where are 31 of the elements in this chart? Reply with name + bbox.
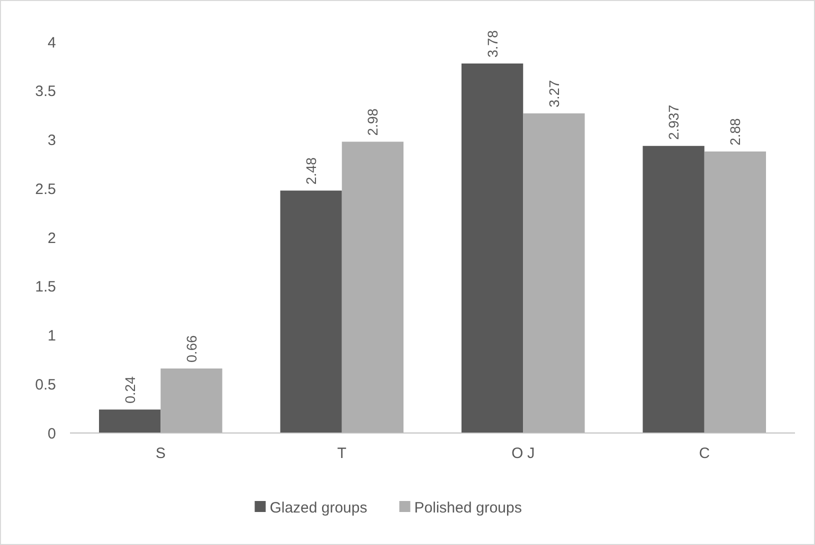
bar bbox=[642, 146, 704, 433]
y-tick-label: 2 bbox=[48, 230, 56, 247]
bar bbox=[462, 64, 524, 433]
data-label: 0.24 bbox=[122, 376, 138, 404]
y-tick-label: 0 bbox=[48, 425, 56, 442]
x-tick-label: C bbox=[698, 445, 710, 462]
data-label: 3.78 bbox=[484, 30, 500, 58]
y-tick-label: 1 bbox=[48, 328, 56, 344]
bar bbox=[280, 190, 342, 433]
data-label: 2.937 bbox=[666, 104, 682, 140]
y-tick-label: 0.5 bbox=[35, 376, 56, 394]
bar bbox=[523, 113, 585, 433]
data-label: 3.27 bbox=[546, 80, 562, 108]
bar bbox=[160, 368, 222, 433]
bar bbox=[704, 151, 766, 433]
data-label: 2.88 bbox=[727, 118, 744, 146]
data-label: 2.98 bbox=[364, 108, 381, 136]
x-tick-label: O J bbox=[511, 445, 535, 462]
y-tick-label: 1.5 bbox=[35, 278, 56, 296]
legend-label: Glazed groups bbox=[270, 499, 368, 516]
bar bbox=[342, 142, 404, 433]
x-tick-label: S bbox=[156, 445, 166, 462]
y-tick-label: 2.5 bbox=[35, 180, 56, 198]
y-tick-label: 3 bbox=[48, 132, 56, 149]
y-tick-label: 3.5 bbox=[35, 83, 56, 100]
legend-label: Polished groups bbox=[414, 499, 522, 516]
x-tick-label: T bbox=[337, 445, 346, 462]
bar bbox=[99, 410, 161, 433]
y-tick-label: 4 bbox=[48, 34, 56, 52]
data-label: 2.48 bbox=[303, 157, 320, 185]
data-label: 0.66 bbox=[183, 335, 200, 362]
